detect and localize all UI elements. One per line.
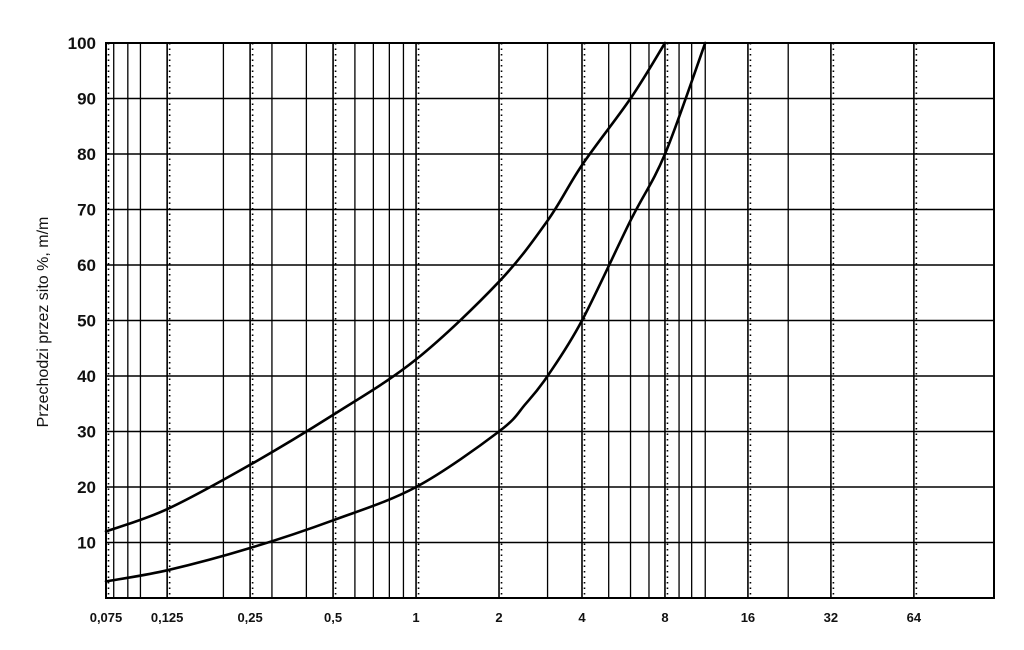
y-tick-label: 90 [77,90,96,109]
x-tick-label: 1 [412,610,419,625]
series-layer [104,41,707,583]
x-tick-label: 0,125 [151,610,184,625]
y-tick-label: 10 [77,534,96,553]
x-tick-label: 2 [495,610,502,625]
series-line-1 [104,41,667,533]
x-tick-label: 0,25 [237,610,262,625]
y-axis-label: Przechodzi przez sito %, m/m [35,217,52,428]
axis-layer: 10 20 30 40 50 60 70 80 90 100 0,075 0,125 0,25 0,5 1 2… [68,34,995,625]
grid-layer [105,42,994,598]
x-tick-label: 0,5 [324,610,342,625]
x-tick-label: 64 [907,610,922,625]
series-line-2 [104,41,707,583]
y-tick-label: 60 [77,256,96,275]
x-tick-label: 8 [661,610,668,625]
x-tick-label: 0,075 [90,610,123,625]
plot-border [105,42,995,599]
x-tick-label: 32 [824,610,838,625]
y-tick-label: 40 [77,367,96,386]
y-tick-label: 70 [77,201,96,220]
y-tick-label: 20 [77,478,96,497]
y-tick-label: 80 [77,145,96,164]
x-tick-label: 16 [741,610,755,625]
y-tick-label: 100 [68,34,96,53]
y-tick-label: 50 [77,312,96,331]
x-tick-label: 4 [578,610,586,625]
y-tick-label: 30 [77,423,96,442]
